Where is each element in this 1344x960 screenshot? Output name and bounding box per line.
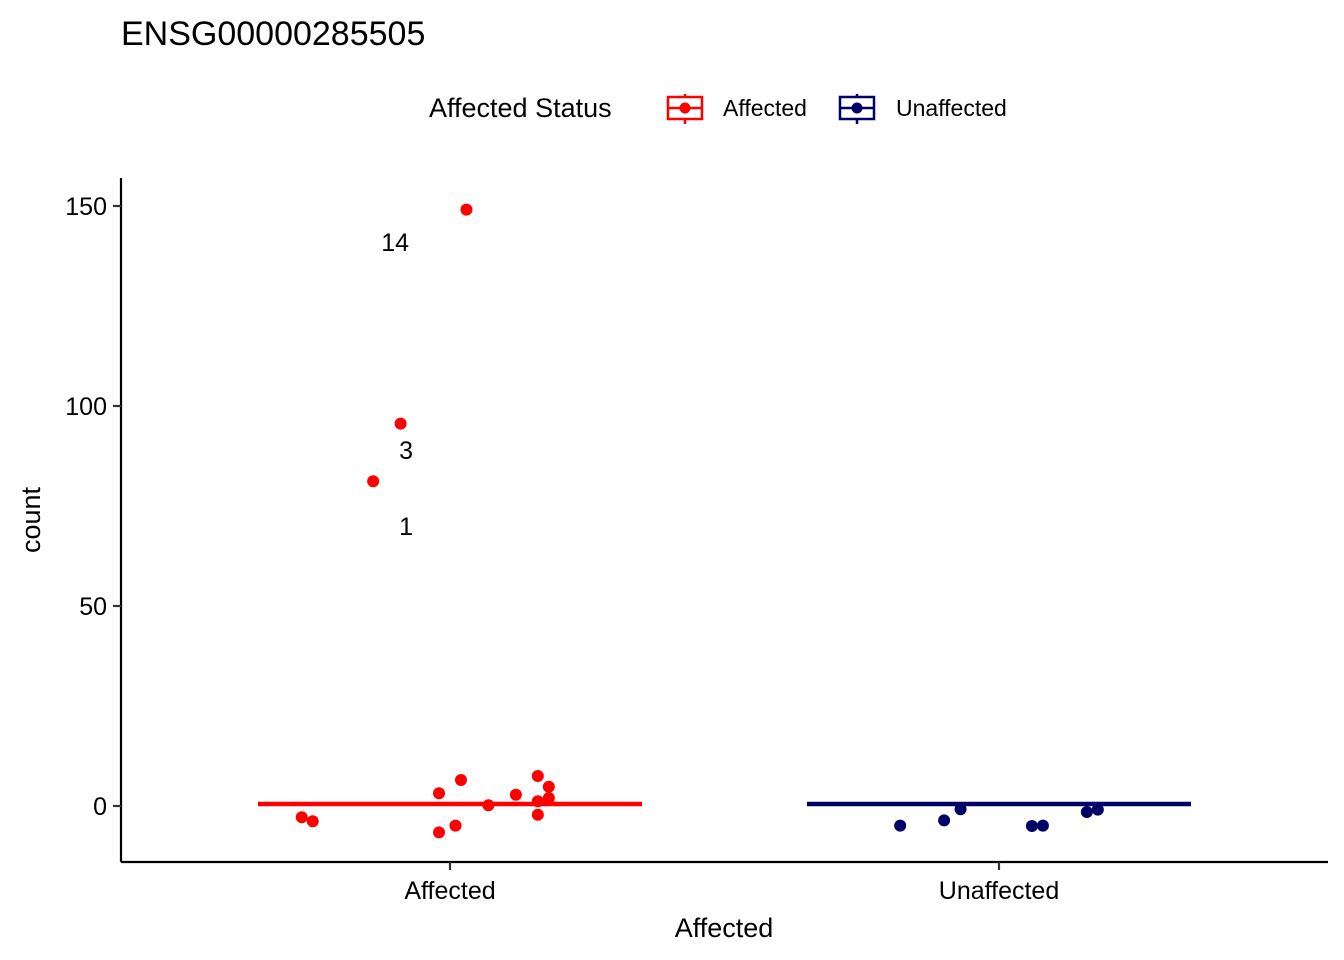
point-unaffected-0 (894, 819, 907, 832)
chart-title: ENSG00000285505 (121, 15, 425, 53)
point-unaffected-1 (938, 814, 951, 827)
legend-key-unaffected-point (851, 102, 863, 114)
y-axis-label: count (16, 486, 46, 553)
point-label-affected-2: 14 (381, 229, 409, 257)
y-axis: 0 50 100 150 (65, 178, 123, 862)
legend-key-unaffected (838, 94, 876, 124)
x-tick-label-unaffected: Unaffected (939, 877, 1059, 905)
point-affected-0 (367, 475, 380, 488)
point-affected-14 (542, 792, 555, 804)
point-affected-4 (306, 815, 319, 828)
plot-area: 1 3 14 (258, 203, 1191, 839)
point-affected-15 (542, 780, 555, 793)
point-unaffected-4 (1036, 819, 1049, 832)
point-affected-6 (454, 774, 467, 786)
legend-label-unaffected: Unaffected (896, 95, 1007, 121)
y-tick-label-50: 50 (79, 593, 107, 621)
point-affected-5 (433, 787, 446, 800)
point-affected-3 (295, 811, 308, 824)
legend-label-affected: Affected (723, 95, 807, 121)
point-unaffected-6 (1091, 803, 1104, 816)
point-unaffected-2 (954, 803, 967, 816)
y-tick-label-150: 150 (65, 193, 107, 221)
point-affected-7 (433, 826, 446, 839)
point-affected-13 (531, 808, 544, 821)
x-axis: Affected Unaffected (121, 860, 1328, 905)
y-tick-label-0: 0 (93, 793, 107, 821)
legend-title: Affected Status (429, 93, 612, 123)
point-unaffected-5 (1080, 806, 1093, 818)
point-affected-10 (509, 788, 522, 801)
point-affected-11 (531, 770, 544, 782)
legend-key-affected (666, 94, 704, 124)
point-label-affected-0: 1 (399, 513, 413, 541)
legend: Affected Status Affected Unaffected (429, 93, 1007, 124)
point-affected-1 (394, 417, 407, 430)
point-affected-12 (531, 795, 544, 808)
point-unaffected-3 (1025, 820, 1038, 832)
x-axis-label: Affected (675, 913, 774, 943)
point-label-affected-1: 3 (399, 437, 413, 465)
y-tick-label-100: 100 (65, 393, 107, 421)
legend-key-affected-point (679, 102, 691, 114)
point-affected-9 (482, 799, 495, 812)
point-affected-2 (460, 203, 473, 216)
point-affected-8 (449, 819, 462, 832)
x-tick-label-affected: Affected (404, 877, 495, 905)
